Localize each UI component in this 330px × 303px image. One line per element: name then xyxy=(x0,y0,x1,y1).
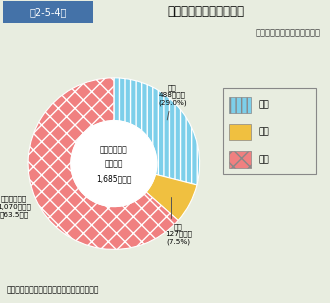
Text: 一部事務組合
1,070市町村
（63.5％）: 一部事務組合 1,070市町村 （63.5％） xyxy=(0,196,31,218)
Bar xyxy=(229,124,251,140)
Text: （備考）「救急業務実施状況調」により作成: （備考）「救急業務実施状況調」により作成 xyxy=(7,285,99,294)
Text: 第2-5-4図: 第2-5-4図 xyxy=(30,7,67,17)
Circle shape xyxy=(71,121,157,207)
Wedge shape xyxy=(114,78,200,185)
Text: 市町村数: 市町村数 xyxy=(105,159,123,168)
Bar xyxy=(3,1,93,23)
Wedge shape xyxy=(146,174,197,220)
Text: （平成２４年４月１日現在）: （平成２４年４月１日現在） xyxy=(255,29,320,38)
Text: 委託: 委託 xyxy=(259,128,270,137)
Text: 救急業務実施: 救急業務実施 xyxy=(100,145,128,155)
Bar xyxy=(229,97,251,113)
Text: 救急業務実施形態の内訳: 救急業務実施形態の内訳 xyxy=(167,5,244,18)
Text: 委託
127市町村
(7.5%): 委託 127市町村 (7.5%) xyxy=(165,197,192,245)
Text: 組合: 組合 xyxy=(259,155,270,164)
Bar xyxy=(229,151,251,168)
Text: 単独
488市町村
(29.0%): 単独 488市町村 (29.0%) xyxy=(158,84,186,120)
Text: 1,685市町村: 1,685市町村 xyxy=(96,175,132,184)
Text: 単独: 単独 xyxy=(259,100,270,109)
Wedge shape xyxy=(28,78,178,249)
